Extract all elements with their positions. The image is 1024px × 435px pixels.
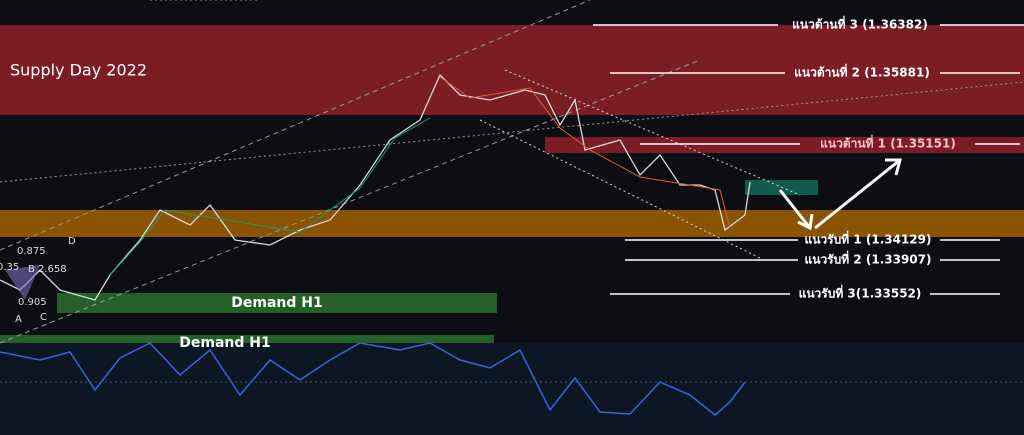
- price-path: [0, 73, 751, 301]
- arrows: [778, 158, 902, 231]
- level-label: แนวต้านที่ 3 (1.36382): [792, 16, 928, 32]
- point: C: [40, 312, 47, 323]
- ratio: 2.658: [38, 264, 67, 275]
- demand-h1-zone: [0, 335, 494, 343]
- rsi-line: [0, 342, 746, 416]
- ratio: 0.875: [17, 246, 46, 257]
- point: A: [15, 314, 22, 325]
- harmonic-pattern: [5, 265, 40, 300]
- rsi-panel: [0, 343, 1024, 435]
- zone-label: Demand H1: [231, 295, 322, 311]
- price-path-down: [439, 76, 731, 229]
- level-label: แนวรับที่ 1 (1.34129): [805, 231, 932, 247]
- level-label: แนวต้านที่ 1 (1.35151): [820, 135, 956, 151]
- resistance-zone: [545, 137, 1024, 153]
- trend-line: [0, 81, 1024, 183]
- level-label: แนวต้านที่ 2 (1.35881): [794, 64, 930, 80]
- demand-zone: [0, 210, 1024, 237]
- zone-label: Demand H1: [179, 335, 270, 351]
- point: B: [28, 264, 35, 275]
- ratio: 0.35: [0, 262, 19, 273]
- trend-lines: [0, 0, 1024, 344]
- price-path-up: [109, 117, 431, 276]
- demand-h1-zone: [57, 293, 497, 313]
- levels: [593, 24, 1024, 295]
- level-label: แนวรับที่ 3(1.33552): [799, 285, 922, 301]
- ratio: 0.905: [18, 297, 47, 308]
- point: D: [68, 236, 76, 247]
- pattern-labels: 0.875 0.35 2.658 0.905 A B C D: [0, 236, 76, 325]
- supply-zone: [0, 25, 1024, 115]
- level-label: แนวรับที่ 2 (1.33907): [805, 251, 932, 267]
- zone-label: Supply Day 2022: [10, 61, 147, 80]
